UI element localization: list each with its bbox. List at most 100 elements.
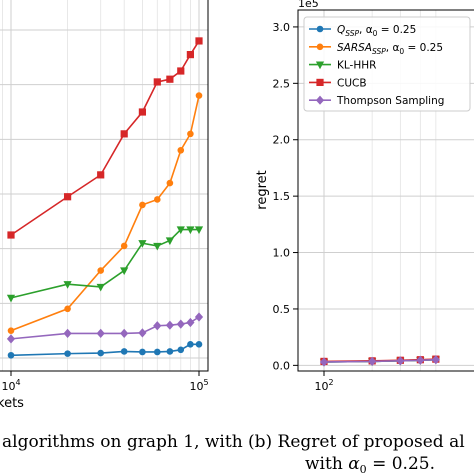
caption-line-1-right: (b) Regret of proposed al (248, 432, 465, 452)
left-series-4-point (138, 328, 147, 338)
right-series-4-point (319, 357, 329, 367)
left-series-3-point (177, 67, 185, 75)
left-x-axis-label-fragment: kets (0, 396, 24, 411)
left-series-2-point (176, 226, 185, 235)
left-series-3-point (97, 171, 105, 179)
right-y-tick-label: 0.5 (273, 303, 291, 316)
left-series-0-point (64, 350, 71, 357)
left-series-0-point (120, 348, 128, 355)
left-series-1-point (195, 92, 203, 99)
left-x-tick-label: 105 (189, 378, 208, 393)
legend-entry-4-marker (315, 95, 325, 105)
left-series-4-point (96, 328, 105, 338)
left-series-0-point (139, 348, 146, 356)
left-chart-panel: 104 105 kets (0, 0, 209, 411)
right-series-4-point (416, 355, 425, 365)
legend-entry-1-label: SARSASSP, α0 = 0.25 (337, 42, 443, 56)
left-series-2-line (10, 228, 199, 299)
left-series-2-point (165, 237, 174, 246)
left-series-2-point (63, 281, 72, 289)
left-series-4-point (194, 312, 204, 322)
left-series-4-point (165, 320, 174, 330)
left-series-3-point (153, 78, 161, 86)
left-series-4-point (186, 317, 195, 328)
left-series-0-line (10, 343, 199, 357)
right-series-4-point (368, 356, 377, 367)
left-series-1-point (166, 179, 174, 187)
legend-box (303, 16, 471, 112)
left-series-3-point (138, 108, 147, 116)
left-series-2-point (194, 226, 204, 235)
left-series-1-point (177, 146, 185, 154)
right-axes-frame (297, 9, 474, 372)
left-series-0-point (195, 341, 203, 348)
left-series-4-line (10, 316, 200, 340)
right-y-tick-label: 0.0 (273, 359, 291, 372)
figure-caption: algorithms on graph 1, with (b) Regret o… (2, 432, 465, 474)
legend-entries: QSSP, α0 = 0.25 SARSASSP, α0 = 0.25 KL-HHR… (309, 24, 444, 107)
left-series-3-point (120, 130, 128, 138)
left-series-1-line (10, 95, 200, 332)
legend-entry-4-label: Thompson Sampling (336, 95, 444, 107)
left-series-4-point (176, 319, 185, 329)
right-chart-panel: 0.0 0.5 1.0 1.5 2.0 2.5 3.0 102 1e5 regret QSS… (255, 0, 474, 393)
left-series-1-point (97, 267, 104, 274)
left-series-2-point (138, 240, 147, 248)
right-series-4-point (396, 356, 405, 366)
right-y-axis-label: regret (255, 170, 270, 209)
legend: QSSP, α0 = 0.25 SARSASSP, α0 = 0.25 KL-HHR… (303, 16, 471, 112)
left-series-1-point (153, 196, 161, 203)
left-series-1-point (120, 242, 128, 250)
left-series-2-point (120, 267, 129, 276)
right-y-offset-multiplier: 1e5 (298, 0, 319, 10)
left-gridlines (0, 0, 208, 371)
legend-entry-2-marker (315, 61, 325, 70)
left-series-1-point (187, 130, 194, 138)
left-series-3-line (10, 40, 200, 236)
left-series-3-point (63, 193, 72, 201)
caption-line-2: with α0 = 0.25. (305, 454, 435, 474)
left-series-3-point (186, 51, 194, 59)
left-series-4-point (153, 321, 162, 331)
left-series-4-point (120, 328, 129, 338)
left-x-ticks: 104 105 (1, 371, 209, 393)
left-series-2-point (6, 294, 16, 303)
legend-entry-1-marker (316, 43, 324, 51)
left-series-4-point (63, 328, 72, 338)
left-x-tick-label: 104 (1, 378, 20, 393)
right-y-tick-label: 2.5 (273, 77, 291, 90)
left-series-2-point (96, 283, 105, 292)
left-axes-frame (0, 0, 209, 372)
left-series-4-point (6, 334, 16, 344)
right-series-4-point (431, 355, 440, 365)
left-series-2-point (153, 242, 162, 251)
left-series-0-point (7, 351, 15, 359)
caption-line-1-left: algorithms on graph 1, with (2, 432, 243, 452)
legend-entry-3-marker (316, 78, 324, 86)
left-series-0-point (97, 349, 104, 357)
right-x-ticks: 102 (314, 371, 334, 393)
legend-entry-0-label: QSSP, α0 = 0.25 (337, 24, 416, 38)
left-series-0-point (166, 348, 174, 355)
right-y-tick-label: 1.5 (273, 190, 291, 203)
left-series-1-point (139, 201, 146, 209)
left-series-3-point (166, 75, 174, 83)
right-x-tick-label: 102 (314, 378, 333, 393)
right-y-tick-label: 2.0 (273, 134, 291, 147)
left-series-3-point (195, 37, 203, 45)
left-series-0-point (177, 346, 185, 354)
left-series-3-point (7, 231, 15, 239)
legend-entry-2-label: KL-HHR (337, 60, 376, 72)
left-series-1-point (7, 327, 15, 334)
right-series-group (319, 355, 440, 367)
legend-entry-3-label: CUCB (337, 77, 367, 89)
left-series-group (6, 37, 204, 359)
left-series-0-point (187, 341, 194, 348)
legend-entry-0-marker (316, 25, 324, 33)
right-y-tick-label: 1.0 (273, 247, 291, 260)
left-series-0-point (153, 348, 161, 356)
right-y-tick-label: 3.0 (273, 21, 291, 34)
left-series-2-point (186, 226, 195, 235)
left-series-1-point (64, 305, 71, 313)
